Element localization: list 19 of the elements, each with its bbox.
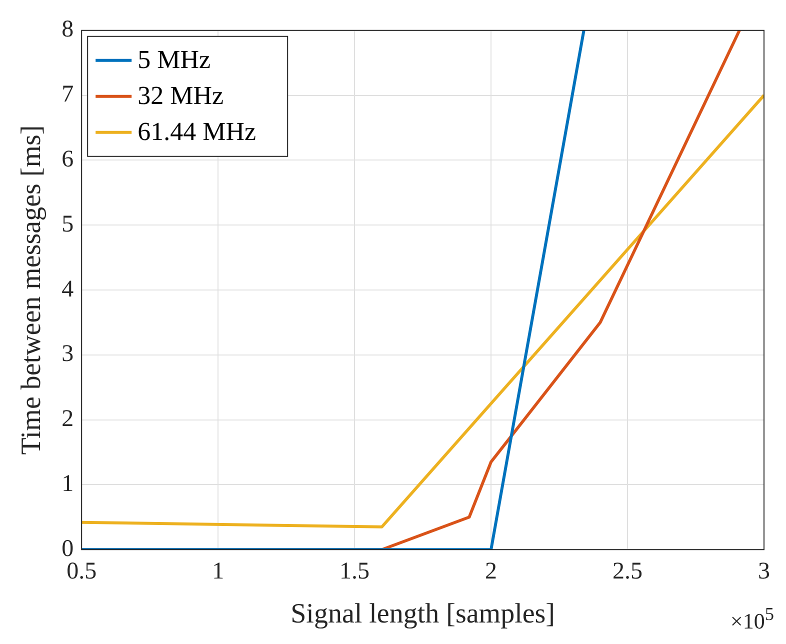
x-tick-label: 1.5	[340, 558, 370, 584]
x-axis-title: Signal length [samples]	[290, 598, 556, 630]
x-tick-label: 1	[212, 558, 224, 584]
y-tick-label: 1	[62, 470, 74, 497]
y-axis-title: Time between messages [ms]	[16, 125, 48, 455]
legend-label: 32 MHz	[138, 81, 224, 110]
x-tick-label: 2.5	[612, 558, 643, 584]
y-tick-label: 6	[62, 146, 74, 172]
legend-label: 61.44 MHz	[138, 117, 256, 146]
x-tick-label: 2	[485, 558, 498, 584]
y-tick-label: 2	[62, 406, 74, 432]
y-tick-label: 5	[62, 211, 74, 238]
y-tick-label: 8	[62, 16, 74, 43]
y-tick-label: 4	[62, 276, 74, 302]
y-tick-label: 7	[62, 82, 74, 108]
y-tick-label: 3	[62, 341, 74, 368]
legend-label: 5 MHz	[138, 45, 211, 74]
text: ×10$^{5}$	[730, 604, 774, 634]
x-tick-label: 3	[758, 558, 770, 584]
